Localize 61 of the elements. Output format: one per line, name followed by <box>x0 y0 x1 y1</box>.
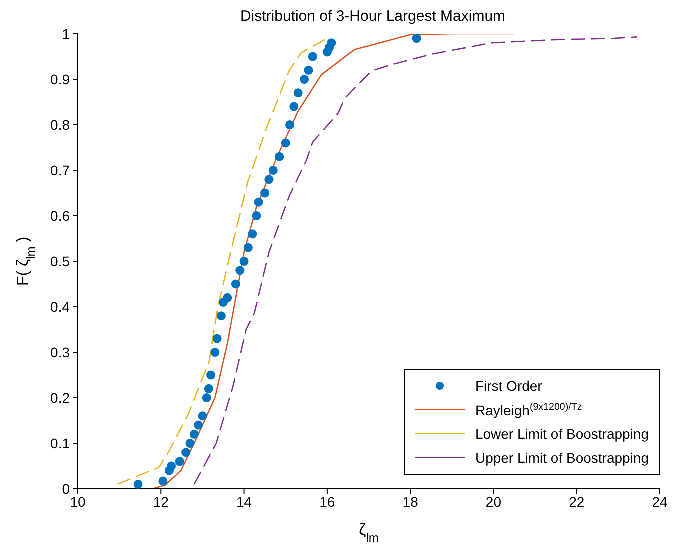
legend-label: Lower Limit of Boostrapping <box>475 426 649 442</box>
y-tick-label: 0.1 <box>50 435 70 452</box>
point <box>264 175 274 184</box>
point <box>167 462 176 471</box>
point <box>281 138 290 148</box>
point <box>244 243 253 252</box>
point <box>248 230 258 239</box>
y-tick-label: 0.9 <box>50 71 70 88</box>
point <box>210 348 220 358</box>
x-tick-label: 16 <box>320 494 336 510</box>
point <box>204 384 214 394</box>
point <box>223 293 232 302</box>
y-tick-label: 0.3 <box>50 344 70 360</box>
legend-label: Upper Limit of Boostrapping <box>475 450 649 466</box>
x-tick-label: 20 <box>486 494 502 510</box>
point <box>275 152 284 162</box>
y-tick-label: 0.7 <box>50 162 70 178</box>
point <box>198 412 208 421</box>
point <box>186 438 195 448</box>
x-tick-label: 14 <box>236 494 252 510</box>
point <box>304 66 314 75</box>
point <box>252 211 262 221</box>
x-axis-title: ζ$_{lm}$ <box>359 522 379 545</box>
y-tick-label: 0.5 <box>50 253 70 270</box>
point <box>290 102 299 112</box>
point <box>308 52 318 62</box>
point <box>254 198 264 207</box>
point <box>202 393 212 403</box>
point <box>240 256 249 266</box>
y-tick-label: 0.6 <box>50 208 70 224</box>
point <box>194 420 204 430</box>
point <box>190 430 199 439</box>
point <box>327 38 336 48</box>
point <box>412 34 422 44</box>
point <box>231 280 240 289</box>
point <box>212 334 222 344</box>
point <box>236 266 245 276</box>
point <box>268 166 278 176</box>
point <box>206 370 216 380</box>
y-tick-label: 0.4 <box>50 298 70 315</box>
x-tick-label: 22 <box>569 494 585 510</box>
y-tick-label: 1 <box>62 26 70 42</box>
x-tick-label: 24 <box>652 494 668 510</box>
legend-label: Rayleigh$^{(9x1200)/Tz}$ <box>475 402 582 418</box>
y-tick-label: 0 <box>62 480 70 497</box>
point <box>158 476 168 486</box>
point <box>216 312 226 321</box>
x-tick-label: 12 <box>153 494 170 510</box>
legend-label: First Order <box>475 378 542 394</box>
x-tick-label: 10 <box>70 494 86 510</box>
point <box>182 448 191 458</box>
point <box>286 120 295 130</box>
y-tick-label: 0.8 <box>50 116 70 133</box>
point <box>294 88 303 98</box>
point <box>300 74 310 84</box>
point <box>134 480 143 489</box>
x-tick-label: 18 <box>402 494 419 510</box>
y-tick-label: 0.2 <box>50 390 70 406</box>
point <box>260 188 270 198</box>
chart-title: Distribution of 3-Hour Largest Maximum <box>240 8 506 25</box>
point <box>175 457 184 466</box>
